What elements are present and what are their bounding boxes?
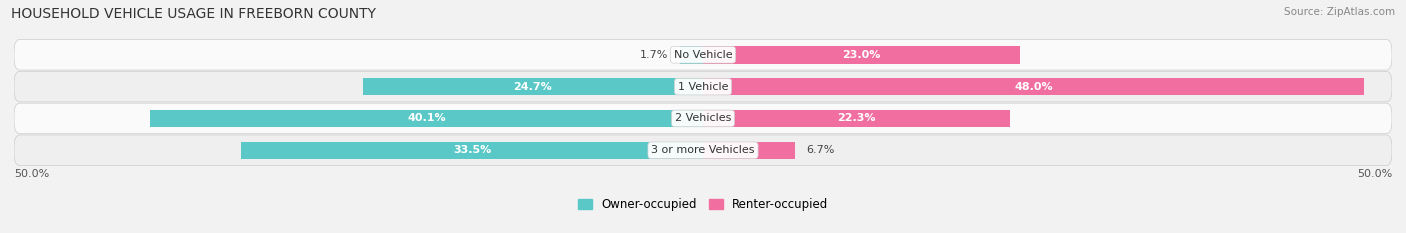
Bar bbox=[703, 78, 1364, 95]
FancyBboxPatch shape bbox=[14, 40, 1392, 70]
Text: 40.1%: 40.1% bbox=[408, 113, 446, 123]
Text: 3 or more Vehicles: 3 or more Vehicles bbox=[651, 145, 755, 155]
Text: 50.0%: 50.0% bbox=[1357, 169, 1392, 179]
Text: 22.3%: 22.3% bbox=[838, 113, 876, 123]
Text: 2 Vehicles: 2 Vehicles bbox=[675, 113, 731, 123]
Bar bbox=[703, 46, 1019, 64]
Text: 23.0%: 23.0% bbox=[842, 50, 880, 60]
Text: 24.7%: 24.7% bbox=[513, 82, 553, 92]
FancyBboxPatch shape bbox=[14, 103, 1392, 134]
Text: 48.0%: 48.0% bbox=[1014, 82, 1053, 92]
Bar bbox=[703, 141, 796, 159]
FancyBboxPatch shape bbox=[14, 71, 1392, 102]
Text: Source: ZipAtlas.com: Source: ZipAtlas.com bbox=[1284, 7, 1395, 17]
Text: 1 Vehicle: 1 Vehicle bbox=[678, 82, 728, 92]
Text: 33.5%: 33.5% bbox=[453, 145, 491, 155]
Text: 1.7%: 1.7% bbox=[640, 50, 669, 60]
Legend: Owner-occupied, Renter-occupied: Owner-occupied, Renter-occupied bbox=[578, 199, 828, 211]
Text: 50.0%: 50.0% bbox=[14, 169, 49, 179]
Bar bbox=[679, 46, 703, 64]
Bar bbox=[150, 110, 703, 127]
Bar bbox=[703, 110, 1011, 127]
Text: HOUSEHOLD VEHICLE USAGE IN FREEBORN COUNTY: HOUSEHOLD VEHICLE USAGE IN FREEBORN COUN… bbox=[11, 7, 377, 21]
Text: 6.7%: 6.7% bbox=[807, 145, 835, 155]
FancyBboxPatch shape bbox=[14, 135, 1392, 165]
Text: No Vehicle: No Vehicle bbox=[673, 50, 733, 60]
Bar bbox=[242, 141, 703, 159]
Bar bbox=[363, 78, 703, 95]
